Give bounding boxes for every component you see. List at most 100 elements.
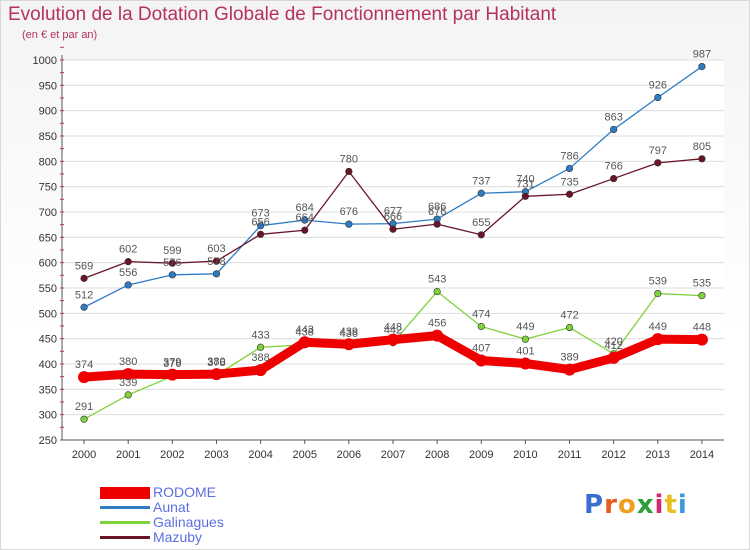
data-label-mazuby-2000: 569	[75, 260, 93, 272]
data-label-galinagues-2011: 472	[560, 310, 578, 322]
point-rodome-2009	[475, 354, 488, 367]
point-aunat-2009	[477, 189, 485, 197]
point-mazuby-2003	[212, 257, 221, 265]
point-mazuby-2012	[610, 174, 618, 183]
x-tick-label-2003: 2003	[204, 449, 228, 461]
point-galinagues-2014	[698, 292, 706, 300]
x-tick-label-2009: 2009	[469, 449, 493, 461]
x-tick-label-2013: 2013	[646, 449, 670, 461]
data-label-mazuby-2009: 655	[472, 217, 490, 229]
point-galinagues-2000	[80, 415, 88, 423]
point-rodome-2001	[122, 368, 135, 381]
data-label-mazuby-2014: 805	[693, 141, 711, 153]
legend-item-aunat: Aunat	[100, 500, 360, 515]
x-tick-label-2001: 2001	[116, 449, 140, 461]
data-label-rodome-2013: 449	[649, 321, 667, 333]
point-galinagues-2009	[477, 322, 485, 331]
point-rodome-2012	[607, 351, 620, 364]
point-galinagues-2010	[521, 335, 530, 343]
point-mazuby-2009	[477, 231, 485, 239]
data-label-aunat-2005: 684	[296, 202, 314, 214]
data-label-galinagues-2008: 543	[428, 274, 446, 286]
data-label-rodome-2000: 374	[75, 359, 93, 371]
logo-letter: r	[604, 490, 618, 520]
data-label-galinagues-2013: 539	[649, 276, 667, 288]
x-tick-label-2005: 2005	[292, 449, 316, 461]
data-label-aunat-2012: 863	[604, 111, 622, 123]
y-tick-label-900: 900	[39, 106, 57, 118]
point-rodome-2005	[298, 336, 311, 349]
data-label-rodome-2009: 407	[472, 342, 490, 354]
data-labels: 512 556 576 578 673 684 676 677 686 737 740 786 863 9…	[75, 49, 711, 414]
logo-letter: t	[664, 490, 678, 520]
legend-label-aunat: Aunat	[153, 499, 190, 515]
data-label-aunat-2000: 512	[75, 289, 93, 301]
data-label-mazuby-2007: 666	[384, 211, 402, 223]
point-aunat-2000	[80, 303, 88, 311]
y-tick-label-800: 800	[39, 156, 57, 168]
series-group	[78, 62, 708, 423]
point-mazuby-2005	[301, 226, 309, 234]
point-aunat-2003	[212, 270, 221, 278]
data-label-galinagues-2010: 449	[516, 321, 534, 333]
point-rodome-2004	[254, 364, 267, 377]
point-aunat-2001	[124, 281, 132, 289]
legend: RODOME Aunat Galinagues Mazuby	[100, 485, 360, 545]
point-rodome-2010	[519, 357, 532, 370]
data-label-mazuby-2008: 676	[428, 206, 446, 218]
point-galinagues-2011	[565, 323, 574, 332]
x-tick-label-2007: 2007	[381, 449, 405, 461]
data-label-galinagues-2000: 291	[75, 401, 93, 413]
data-label-rodome-2004: 388	[251, 352, 269, 364]
x-tick-label-2000: 2000	[72, 449, 96, 461]
data-label-galinagues-2007: 442	[384, 325, 402, 337]
point-mazuby-2007	[389, 225, 397, 233]
point-mazuby-2002	[168, 259, 176, 267]
point-galinagues-2004	[257, 343, 265, 351]
point-rodome-2003	[210, 368, 223, 381]
point-aunat-2004	[257, 222, 265, 230]
chart-subtitle: (en € et par an)	[22, 29, 98, 41]
logo-letter: P	[584, 490, 605, 520]
data-label-rodome-2012: 412	[604, 340, 622, 352]
logo-letter: o	[617, 490, 637, 520]
point-mazuby-2001	[124, 258, 132, 266]
point-rodome-2007	[387, 333, 399, 346]
data-label-mazuby-2002: 599	[163, 245, 181, 257]
y-tick-label-650: 650	[39, 232, 57, 244]
data-label-galinagues-2003: 378	[207, 357, 225, 369]
point-mazuby-2013	[654, 159, 662, 167]
y-tick-label-950: 950	[39, 80, 57, 92]
legend-swatch-galinagues	[100, 521, 150, 524]
legend-item-galinagues: Galinagues	[100, 515, 360, 530]
point-rodome-2006	[342, 338, 355, 351]
data-label-aunat-2013: 926	[649, 79, 667, 91]
legend-label-mazuby: Mazuby	[153, 529, 203, 545]
x-tick-label-2008: 2008	[425, 449, 449, 461]
data-label-rodome-2014: 448	[693, 322, 711, 334]
y-tick-label-450: 450	[39, 334, 57, 346]
point-mazuby-2004	[257, 230, 265, 238]
y-tick-label-600: 600	[39, 258, 57, 270]
y-tick-label-1000: 1000	[33, 55, 57, 67]
x-tick-label-2006: 2006	[337, 449, 361, 461]
point-aunat-2013	[654, 93, 662, 102]
plot-area	[62, 60, 724, 440]
y-tick-label-250: 250	[39, 435, 57, 447]
data-label-rodome-2003: 380	[207, 356, 225, 368]
point-galinagues-2001	[124, 391, 132, 399]
data-label-mazuby-2006: 780	[340, 153, 358, 165]
y-tick-label-400: 400	[39, 359, 57, 371]
data-label-rodome-2008: 456	[428, 318, 446, 330]
data-label-galinagues-2002: 376	[163, 358, 181, 370]
point-rodome-2008	[431, 329, 444, 342]
data-label-aunat-2007: 677	[384, 206, 402, 218]
logo-letter: x	[636, 490, 655, 520]
data-label-mazuby-2005: 664	[296, 212, 314, 224]
data-label-mazuby-2004: 656	[251, 216, 269, 228]
point-aunat-2006	[345, 220, 353, 228]
y-tick-label-300: 300	[39, 410, 57, 422]
data-label-galinagues-2006: 436	[340, 328, 358, 340]
point-rodome-2013	[651, 333, 664, 346]
data-label-aunat-2006: 676	[340, 206, 358, 218]
